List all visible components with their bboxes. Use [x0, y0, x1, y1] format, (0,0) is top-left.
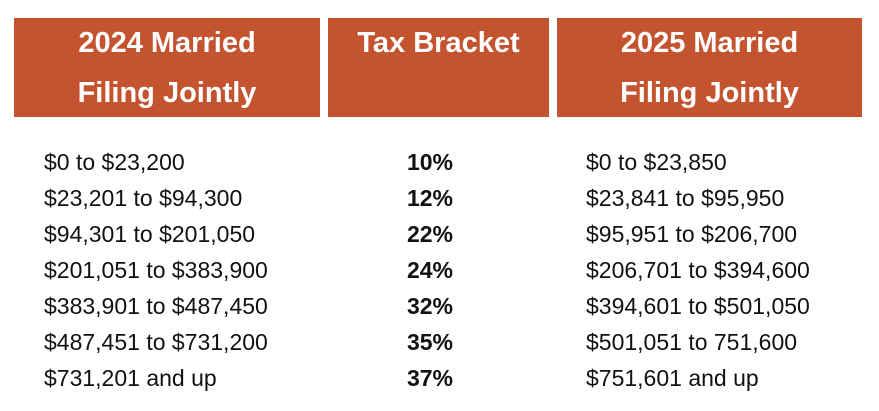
- income-range: $731,201 and up: [44, 365, 217, 391]
- income-range: $94,301 to $201,050: [44, 221, 256, 247]
- bracket-rate: 32%: [406, 293, 454, 319]
- income-range: $206,701 to $394,600: [586, 257, 810, 283]
- table-row: $487,451 to $731,200 35% $501,051 to 751,6…: [0, 324, 879, 360]
- bracket-rate: 22%: [406, 221, 454, 247]
- bracket-rate: 12%: [406, 185, 454, 211]
- table-row: $201,051 to $383,900 24% $206,701 to $394,…: [0, 252, 879, 288]
- income-range: $383,901 to $487,450: [44, 293, 268, 319]
- table-row: $94,301 to $201,050 22% $95,951 to $206,70…: [0, 216, 879, 252]
- income-range: $0 to $23,850: [586, 149, 727, 175]
- header-cell: 2024 Married Filing Jointly: [14, 18, 320, 117]
- income-range: $751,601 and up: [586, 365, 759, 391]
- bracket-rate: 10%: [406, 149, 454, 175]
- bracket-rate: 35%: [406, 329, 454, 355]
- bracket-rate: 37%: [406, 365, 454, 391]
- header-cell: 2025 Married Filing Jointly: [557, 18, 862, 117]
- table-row: $0 to $23,200 10% $0 to $23,850: [0, 144, 879, 180]
- income-range: $23,841 to $95,950: [586, 185, 785, 211]
- header-text: Tax Bracket: [357, 27, 520, 59]
- income-range: $394,601 to $501,050: [586, 293, 810, 319]
- income-range: $487,451 to $731,200: [44, 329, 268, 355]
- income-range: $0 to $23,200: [44, 149, 185, 175]
- bracket-rate: 24%: [406, 257, 454, 283]
- income-range: $201,051 to $383,900: [44, 257, 268, 283]
- income-range: $95,951 to $206,700: [586, 221, 798, 247]
- table-row: $23,201 to $94,300 12% $23,841 to $95,950: [0, 180, 879, 216]
- table-row: $731,201 and up 37% $751,601 and up: [0, 360, 879, 396]
- income-range: $23,201 to $94,300: [44, 185, 243, 211]
- income-range: $501,051 to 751,600: [586, 329, 798, 355]
- header-text: 2025 Married Filing Jointly: [620, 27, 799, 109]
- header-cell: Tax Bracket: [328, 18, 549, 117]
- table-row: $383,901 to $487,450 32% $394,601 to $501,…: [0, 288, 879, 324]
- header-text: 2024 Married Filing Jointly: [77, 27, 257, 109]
